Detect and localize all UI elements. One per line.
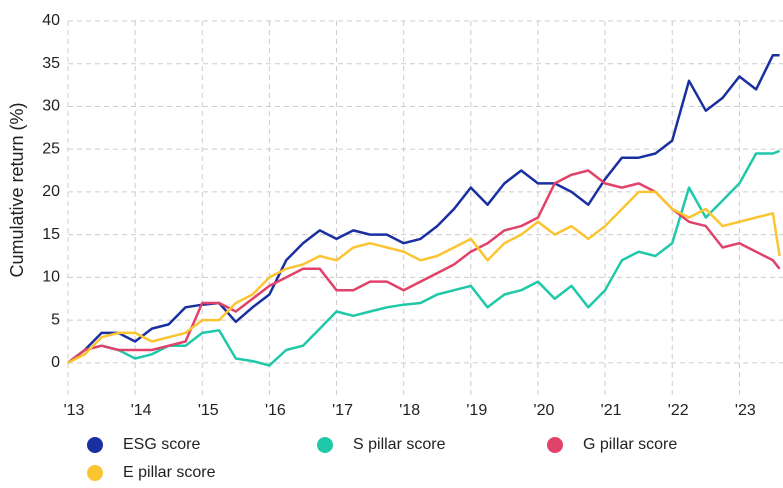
x-tick-label: '15 <box>198 402 219 419</box>
legend-label: S pillar score <box>353 436 446 453</box>
series-line <box>67 149 781 367</box>
x-tick-label: '13 <box>64 402 85 419</box>
x-tick-label: '22 <box>668 402 689 419</box>
legend-label: ESG score <box>123 436 200 453</box>
y-tick-label: 25 <box>42 140 60 157</box>
x-tick-label: '14 <box>131 402 152 419</box>
x-tick-label: '16 <box>265 402 286 419</box>
legend-label: G pillar score <box>583 436 677 453</box>
legend-marker <box>317 437 333 453</box>
legend-marker <box>547 437 563 453</box>
series-line <box>67 190 781 364</box>
series-line <box>67 53 780 364</box>
legend-marker <box>87 465 103 481</box>
x-tick-label: '21 <box>601 402 622 419</box>
series-line <box>67 169 781 364</box>
x-tick-label: '18 <box>399 402 420 419</box>
legend-label: E pillar score <box>123 464 216 481</box>
y-tick-label: 15 <box>42 226 60 243</box>
x-tick-label: '17 <box>332 402 353 419</box>
y-tick-label: 40 <box>42 12 60 29</box>
y-tick-label: 10 <box>42 269 60 286</box>
y-tick-label: 35 <box>42 55 60 72</box>
x-tick-label: '20 <box>534 402 555 419</box>
legend-marker <box>87 437 103 453</box>
y-tick-label: 30 <box>42 98 60 115</box>
y-axis-label: Cumulative return (%) <box>7 102 27 277</box>
y-tick-label: 5 <box>51 311 60 328</box>
x-tick-label: '23 <box>735 402 756 419</box>
x-tick-label: '19 <box>466 402 487 419</box>
y-tick-label: 20 <box>42 183 60 200</box>
y-tick-label: 0 <box>51 354 60 371</box>
